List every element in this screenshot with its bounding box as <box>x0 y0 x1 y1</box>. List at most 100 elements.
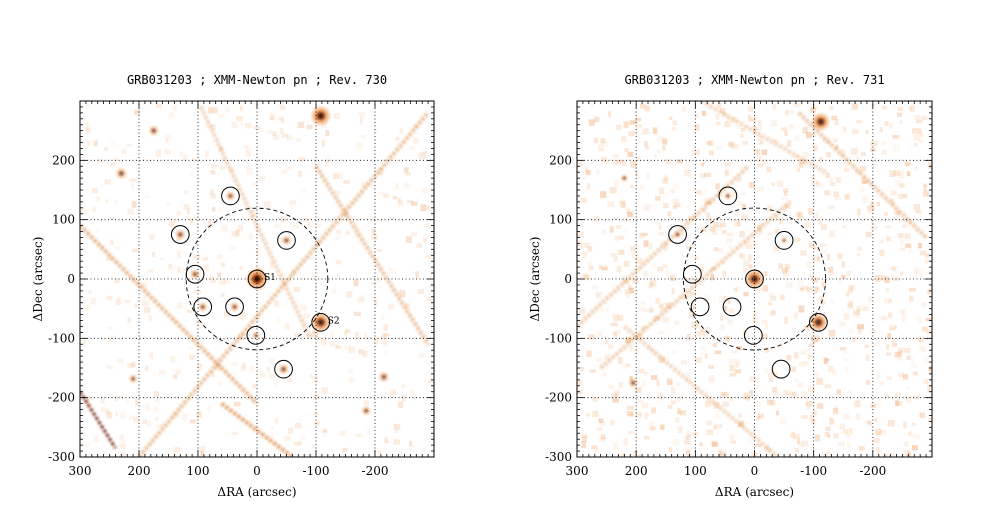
p2-noise-pixel <box>792 236 797 243</box>
p1-noise-pixel <box>273 335 279 339</box>
p1-noise-pixel <box>378 192 385 196</box>
p2-noise-pixel <box>637 333 644 341</box>
p2-noise-pixel <box>648 421 654 428</box>
p2-noise-pixel <box>828 266 834 273</box>
p2-noise-pixel <box>752 310 757 317</box>
p2-noise-pixel <box>833 191 839 197</box>
p2-noise-pixel <box>826 151 831 158</box>
p1-noise-pixel <box>115 396 119 402</box>
p1-noise-pixel <box>259 176 266 181</box>
p2-noise-pixel <box>801 285 808 290</box>
p2-noise-pixel <box>796 439 801 444</box>
p2-noise-pixel <box>621 362 627 369</box>
p2-noise-pixel <box>899 308 905 315</box>
p1-noise-pixel <box>139 135 146 139</box>
p2-noise-pixel <box>617 314 624 321</box>
p2-noise-pixel <box>588 266 594 270</box>
p2-noise-pixel <box>691 306 695 310</box>
p1-noise-pixel <box>269 261 274 269</box>
p2-noise-pixel <box>582 435 587 443</box>
p1-source-faint <box>127 373 139 384</box>
p2-noise-pixel <box>845 366 849 372</box>
p2-noise-pixel <box>747 438 753 444</box>
p1-noise-pixel <box>173 446 181 452</box>
p2-noise-pixel <box>600 434 606 440</box>
p1-noise-pixel <box>418 288 424 295</box>
p1-noise-pixel <box>332 172 340 180</box>
p2-noise-pixel <box>653 315 660 321</box>
p2-noise-pixel <box>735 287 740 293</box>
p2-noise-pixel <box>630 161 637 168</box>
p1-noise-pixel <box>397 197 402 203</box>
p1-noise-pixel <box>370 216 376 222</box>
p2-noise-pixel <box>898 350 903 357</box>
p2-noise-pixel <box>862 180 869 184</box>
p1-noise-pixel <box>403 182 409 188</box>
p1-noise-pixel <box>218 113 225 119</box>
p1-noise-pixel <box>229 245 237 251</box>
p1-extraction-circle <box>221 186 240 206</box>
p1-noise-pixel <box>231 230 239 237</box>
p1-noise-pixel <box>238 333 245 340</box>
p2-noise-pixel <box>858 446 865 451</box>
p2-noise-pixel <box>600 340 604 346</box>
p1-noise-pixel <box>119 435 125 440</box>
p2-noise-pixel <box>889 122 894 129</box>
p2-noise-pixel <box>925 253 930 258</box>
p2-noise-pixel <box>639 232 643 239</box>
p2-noise-pixel <box>581 441 586 449</box>
p2-noise-pixel <box>676 159 683 164</box>
p2-noise-pixel <box>806 131 812 139</box>
p1-noise-pixel <box>246 162 251 170</box>
p2-sources <box>619 111 831 389</box>
p2-noise-pixel <box>881 141 886 146</box>
p1-noise-pixel <box>82 340 86 346</box>
p2-noise-pixel <box>785 203 791 209</box>
p1-noise-pixel <box>192 157 196 163</box>
p1-noise-pixel <box>141 282 147 288</box>
p2-noise-pixel <box>890 452 896 457</box>
p2-noise-pixel <box>886 236 892 242</box>
p1-noise-pixel <box>127 363 135 368</box>
p1-noise-pixel <box>164 134 172 140</box>
p2-noise-pixel <box>815 211 819 219</box>
p2-noise-pixel <box>580 221 585 228</box>
p2-noise-pixel <box>927 393 932 398</box>
p2-noise-pixel <box>906 396 912 404</box>
p1-noise-pixel <box>110 239 114 245</box>
p2-noise-pixel <box>800 350 807 355</box>
p1-noise-pixel <box>360 135 366 139</box>
p2-noise-pixel <box>755 126 763 131</box>
p2-noise-pixel <box>790 431 795 439</box>
p1-source-S2 <box>310 311 332 333</box>
p2-noise-pixel <box>728 245 733 250</box>
p1-noise-pixel <box>335 260 342 265</box>
p1-noise-pixel <box>358 349 364 355</box>
p2-noise-pixel <box>827 365 834 373</box>
p1-x-tick-label: -100 <box>303 464 330 478</box>
p1-noise-pixel <box>193 216 199 220</box>
p2-noise-pixel <box>916 119 923 124</box>
p2-noise-pixel <box>800 391 807 399</box>
p2-noise-pixel <box>646 172 650 179</box>
p2-noise-pixel <box>711 275 718 281</box>
p2-noise-pixel <box>819 182 824 187</box>
p2-noise-pixel <box>644 141 649 148</box>
p2-noise-pixel <box>626 208 631 214</box>
p2-noise-pixel <box>680 219 688 223</box>
p2-noise-pixel <box>800 250 807 256</box>
p2-noise-pixel <box>884 455 891 457</box>
p2-noise-pixel <box>899 183 905 188</box>
p2-noise-pixel <box>594 116 600 123</box>
p2-noise-pixel <box>696 331 701 337</box>
p2-noise-pixel <box>628 287 635 294</box>
p2-noise-pixel <box>715 121 721 126</box>
p1-noise-pixel <box>423 237 427 243</box>
p1-noise-pixel <box>225 107 230 113</box>
p2-noise-pixel <box>840 149 846 156</box>
p1-noise-pixel <box>156 103 162 108</box>
p2-noise-pixel <box>732 191 737 199</box>
p2-noise-pixel <box>689 312 695 318</box>
p2-noise-pixel <box>807 354 812 359</box>
p1-noise-pixel <box>113 158 119 162</box>
